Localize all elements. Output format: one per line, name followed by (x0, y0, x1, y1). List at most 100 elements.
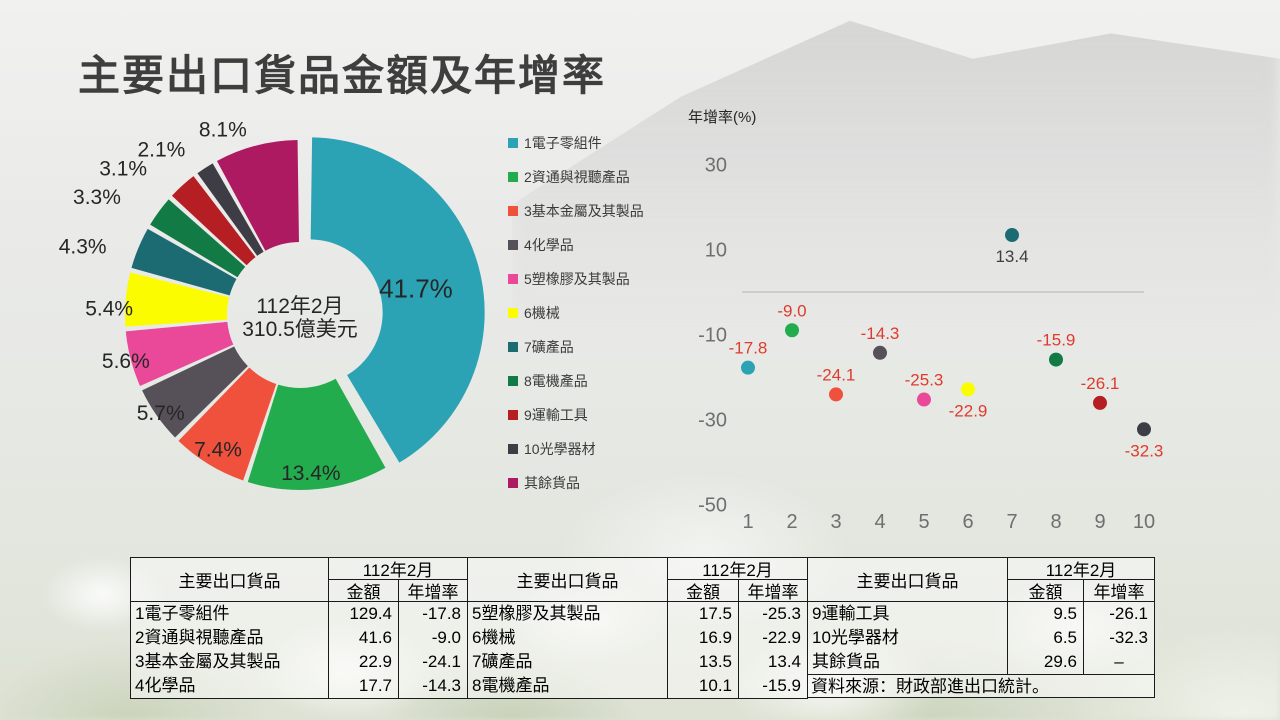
table-cell-yoy: -25.3 (762, 604, 801, 623)
legend-swatch (508, 376, 518, 386)
table-cell-product: 2資通與視聽產品 (131, 626, 329, 650)
table-cell-amount: 16.9 (668, 626, 739, 650)
scatter-x-tick: 3 (830, 511, 841, 533)
donut-slice-label: 13.4% (281, 462, 341, 485)
table-cell-yoy: 13.4 (767, 652, 801, 671)
table-cell-yoy: -22.9 (762, 628, 801, 647)
legend-item-label: 7礦產品 (524, 339, 574, 355)
slide-title: 主要出口貨品金額及年增率 (78, 52, 607, 99)
scatter-point (829, 387, 843, 402)
table-header-amount: 金額 (329, 580, 399, 602)
legend-item-label: 5塑橡膠及其製品 (524, 271, 630, 287)
donut-slice (197, 163, 264, 256)
scatter-x-tick: 5 (918, 511, 929, 533)
legend-item: 其餘貨品 (508, 475, 644, 491)
legend-item: 6機械 (508, 305, 644, 321)
legend-item-label: 4化學品 (524, 237, 574, 253)
table-header-yoy: 年增率 (399, 580, 467, 602)
table-cell-product: 4化學品 (131, 674, 329, 698)
scatter-chart: 年增率(%) 30 10 -10 -30 -50 1 -17.8 2 -9.0 3 -24.1 4 -14… (688, 109, 1164, 533)
scatter-point-label: -25.3 (905, 371, 944, 390)
legend-swatch (508, 410, 518, 420)
legend-item-label: 其餘貨品 (524, 475, 580, 491)
table-header-period: 112年2月 (1008, 558, 1154, 580)
table-cell-product: 3基本金屬及其製品 (131, 650, 329, 674)
legend-item-label: 9運輸工具 (524, 407, 588, 423)
table-header-product: 主要出口貨品 (468, 558, 668, 602)
table-cell-yoy: – (1114, 652, 1124, 671)
legend-swatch (508, 206, 518, 216)
table-header-product: 主要出口貨品 (808, 558, 1008, 602)
donut-slice-label: 8.1% (199, 119, 247, 142)
donut-slice-label: 5.6% (102, 350, 150, 373)
table-cell-amount: 10.1 (668, 674, 739, 698)
table-cell-amount: 22.9 (329, 650, 399, 674)
scatter-point (785, 323, 799, 338)
donut-slice (178, 367, 277, 481)
scatter-y-tick: -50 (698, 495, 727, 517)
legend-swatch (508, 308, 518, 318)
scatter-point (1137, 422, 1151, 437)
legend-item: 4化學品 (508, 237, 644, 253)
scatter-point (741, 360, 755, 375)
table-cell-yoy: -15.9 (762, 676, 801, 695)
donut-slice-label: 3.1% (99, 157, 147, 180)
scatter-y-tick: -30 (698, 410, 727, 432)
table-cell-product: 其餘貨品 (808, 650, 1008, 674)
table-header-period: 112年2月 (668, 558, 807, 580)
donut-slice (125, 321, 234, 386)
scatter-point-label: -9.0 (777, 301, 806, 320)
legend-item: 1電子零組件 (508, 135, 644, 151)
scatter-y-axis-title: 年增率(%) (688, 109, 756, 126)
legend-item: 8電機產品 (508, 373, 644, 389)
table-header-amount: 金額 (668, 580, 739, 602)
legend-item: 7礦產品 (508, 339, 644, 355)
scatter-point-label: -32.3 (1125, 441, 1164, 460)
legend-item: 10光學器材 (508, 441, 644, 457)
table-cell-product: 6機械 (468, 626, 668, 650)
scatter-point-label: -14.3 (861, 324, 900, 343)
scatter-y-tick: -10 (698, 325, 727, 347)
table-cell-amount: 41.6 (329, 626, 399, 650)
scatter-point-label: 13.4 (995, 247, 1028, 266)
scatter-point (873, 345, 887, 360)
scatter-point (1093, 395, 1107, 410)
donut-slice (247, 378, 386, 491)
legend-item-label: 1電子零組件 (524, 135, 602, 151)
table-source-note: 資料來源：財政部進出口統計。 (808, 674, 1154, 697)
legend-item-label: 2資通與視聽產品 (524, 169, 630, 185)
table-header-amount: 金額 (1008, 580, 1084, 602)
legend-item-label: 3基本金屬及其製品 (524, 203, 644, 219)
scatter-point (917, 392, 931, 407)
legend-item: 9運輸工具 (508, 407, 644, 423)
table-cell-product: 8電機產品 (468, 674, 668, 698)
table-cell-yoy: -9.0 (431, 628, 461, 647)
table-header-product: 主要出口貨品 (131, 558, 329, 602)
table-cell-amount: 29.6 (1008, 650, 1084, 674)
export-table: 主要出口貨品 112年2月 金額 年增率 5塑橡膠及其製品 17.5 -25.3 6機械 16.… (467, 557, 808, 699)
scatter-point (1005, 228, 1019, 243)
legend-item: 5塑橡膠及其製品 (508, 271, 644, 287)
table-cell-product: 1電子零組件 (131, 602, 329, 626)
table-cell-yoy: -14.3 (422, 676, 461, 695)
donut-slice (150, 199, 246, 278)
table-cell-amount: 6.5 (1008, 626, 1084, 650)
scatter-point-label: -26.1 (1081, 374, 1120, 393)
scatter-x-tick: 8 (1050, 511, 1061, 533)
legend-item: 2資通與視聽產品 (508, 169, 644, 185)
donut-slice (171, 176, 256, 266)
table-cell-product: 9運輸工具 (808, 602, 1008, 626)
donut-slice-label: 4.3% (59, 236, 107, 259)
legend: 1電子零組件 2資通與視聽產品 3基本金屬及其製品 4化學品 5塑橡膠及其製品 6機械 7礦… (508, 135, 644, 510)
legend-item-label: 10光學器材 (524, 441, 596, 457)
scatter-point-label: -24.1 (817, 365, 856, 384)
scatter-point-label: -15.9 (1037, 331, 1076, 350)
donut-slice (125, 272, 230, 327)
donut-slice-label: 5.4% (85, 297, 133, 320)
table-cell-amount: 13.5 (668, 650, 739, 674)
table-cell-product: 7礦產品 (468, 650, 668, 674)
donut-chart: 41.7% 13.4% 7.4% 5.7% 5.6% 5.4% 4.3% 3.3% 3.1%2.… (59, 119, 485, 491)
donut-slice-label: 41.7% (379, 273, 453, 303)
table-cell-product: 5塑橡膠及其製品 (468, 602, 668, 626)
